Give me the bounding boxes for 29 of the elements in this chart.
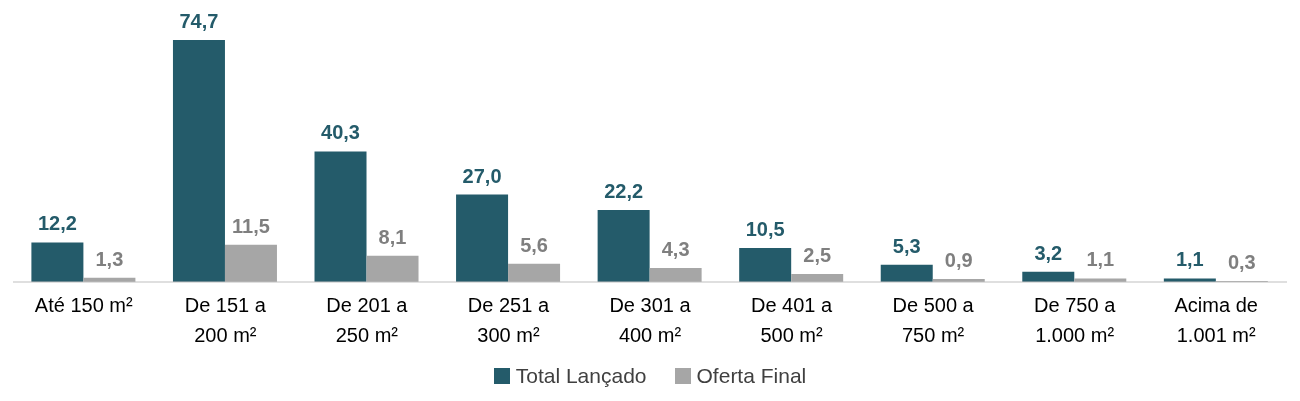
data-label: 1,1 [1086,248,1115,271]
x-tick-label: De 500 a 750 m² [892,294,975,346]
data-label: 74,7 [179,10,219,32]
data-label: 12,2 [37,212,77,235]
data-label: 1,3 [95,247,124,270]
x-tick-label: De 251 a 300 m² [467,294,550,346]
data-label: 2,5 [803,243,832,266]
data-label: 5,6 [520,233,548,256]
data-label: 22,2 [604,180,644,203]
data-label: 40,3 [321,121,360,144]
data-label: 8,1 [378,225,407,248]
x-tick-label: De 401 a 500 m² [750,294,834,346]
legend-label: Oferta Final [696,364,807,388]
data-label: 5,3 [892,234,921,257]
data-label: 1,1 [1175,248,1204,271]
x-tick-label: Até 150 m² [34,294,134,316]
x-tick-label: De 301 a 400 m² [609,294,692,346]
data-label: 0,3 [1227,251,1256,274]
data-label: 3,2 [1034,241,1063,264]
x-tick-label: De 151 a 200 m² [184,294,267,346]
data-label: 0,9 [944,249,973,272]
x-tick-label: Acima de 1.001 m² [1174,294,1258,346]
x-tick-label: De 201 a 250 m² [326,294,409,346]
data-label: 11,5 [232,214,270,237]
legend-label: Total Lançado [515,364,647,388]
data-label: 4,3 [661,238,690,261]
data-label: 27,0 [462,164,502,187]
data-label: 10,5 [745,217,785,240]
x-tick-label: De 750 a 1.000 m² [1034,294,1117,346]
